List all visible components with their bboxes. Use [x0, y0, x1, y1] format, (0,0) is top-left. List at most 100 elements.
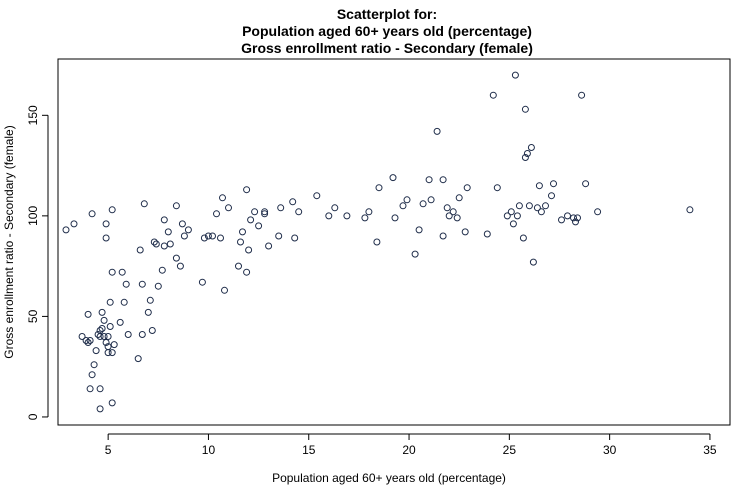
data-point [686, 206, 694, 214]
data-point [120, 298, 128, 306]
data-point [558, 216, 565, 224]
data-point [150, 238, 158, 246]
data-point [570, 214, 577, 222]
data-point [106, 298, 114, 306]
data-point [295, 208, 303, 216]
y-tick-label: 0 [26, 413, 40, 420]
data-point [542, 202, 549, 210]
data-point [84, 310, 92, 318]
data-point [180, 232, 188, 240]
data-point [313, 192, 321, 200]
data-point [98, 325, 106, 332]
data-point [84, 339, 92, 346]
data-point [511, 71, 519, 79]
data-point [160, 242, 168, 250]
data-point [98, 308, 106, 316]
data-point [582, 180, 590, 188]
data-point [373, 238, 381, 246]
data-point [86, 385, 94, 393]
data-point [164, 228, 172, 236]
data-point [92, 347, 100, 355]
data-point [88, 210, 96, 218]
data-point [213, 210, 220, 218]
y-tick-label: 50 [26, 309, 40, 323]
data-point [138, 331, 146, 338]
data-point [399, 202, 407, 210]
data-point [527, 144, 535, 151]
data-point [391, 214, 399, 222]
y-tick-label: 150 [26, 105, 40, 125]
data-point [515, 202, 523, 210]
chart-title-line-2: Population aged 60+ years old (percentag… [242, 23, 532, 39]
data-point [503, 212, 511, 220]
data-point [427, 196, 435, 204]
data-point [463, 184, 471, 192]
plot-frame [57, 58, 731, 426]
data-point [415, 226, 423, 234]
data-point [104, 333, 112, 340]
data-point [198, 278, 206, 286]
data-point [108, 268, 116, 276]
data-point [533, 204, 541, 212]
data-point [365, 208, 373, 216]
data-point [489, 91, 497, 99]
x-tick-label: 10 [202, 443, 216, 457]
data-point [535, 182, 543, 190]
data-point [439, 232, 447, 240]
data-point [108, 399, 116, 407]
data-point [104, 349, 112, 357]
data-point [62, 226, 70, 234]
data-point [419, 200, 427, 208]
data-point [166, 240, 174, 248]
data-point [176, 262, 184, 270]
data-point [403, 196, 411, 204]
x-axis-label: Population aged 60+ years old (percentag… [272, 471, 506, 485]
data-point [519, 234, 527, 242]
data-point [100, 316, 108, 324]
data-point [94, 331, 102, 338]
data-point [152, 240, 160, 248]
data-point [247, 216, 255, 224]
data-point [449, 208, 457, 216]
data-point [574, 214, 581, 222]
data-point [411, 250, 419, 258]
data-point [138, 280, 146, 288]
data-point [245, 246, 253, 254]
data-point [243, 268, 251, 276]
data-point [184, 226, 192, 234]
data-point [172, 202, 180, 210]
data-point [277, 204, 285, 212]
data-point [136, 246, 144, 254]
data-point [96, 385, 104, 393]
data-point [100, 333, 108, 340]
data-point [251, 208, 259, 216]
data-point [325, 212, 333, 220]
data-point [523, 150, 531, 157]
data-point [425, 176, 433, 184]
data-point [178, 220, 186, 228]
data-point [158, 266, 166, 274]
data-point [255, 222, 263, 230]
chart-title-line-1: Scatterplot for: [337, 6, 437, 22]
data-point [102, 339, 110, 346]
data-point [291, 234, 299, 242]
data-point [509, 220, 517, 228]
x-tick-label: 20 [402, 443, 416, 457]
data-point [82, 337, 90, 344]
x-tick-label: 30 [603, 443, 617, 457]
data-point [525, 202, 533, 210]
y-tick-label: 100 [26, 206, 40, 226]
x-tick-label: 15 [302, 443, 316, 457]
data-point [118, 268, 126, 276]
x-tick-label: 25 [503, 443, 517, 457]
data-point [572, 218, 579, 226]
data-point [433, 127, 441, 135]
data-point [548, 192, 555, 200]
data-point [493, 184, 501, 192]
data-point [461, 228, 469, 236]
data-point [375, 184, 383, 192]
data-point [537, 208, 545, 216]
y-axis: 0 50 100 150 [26, 105, 49, 420]
data-point [96, 333, 104, 340]
data-point [235, 262, 242, 270]
